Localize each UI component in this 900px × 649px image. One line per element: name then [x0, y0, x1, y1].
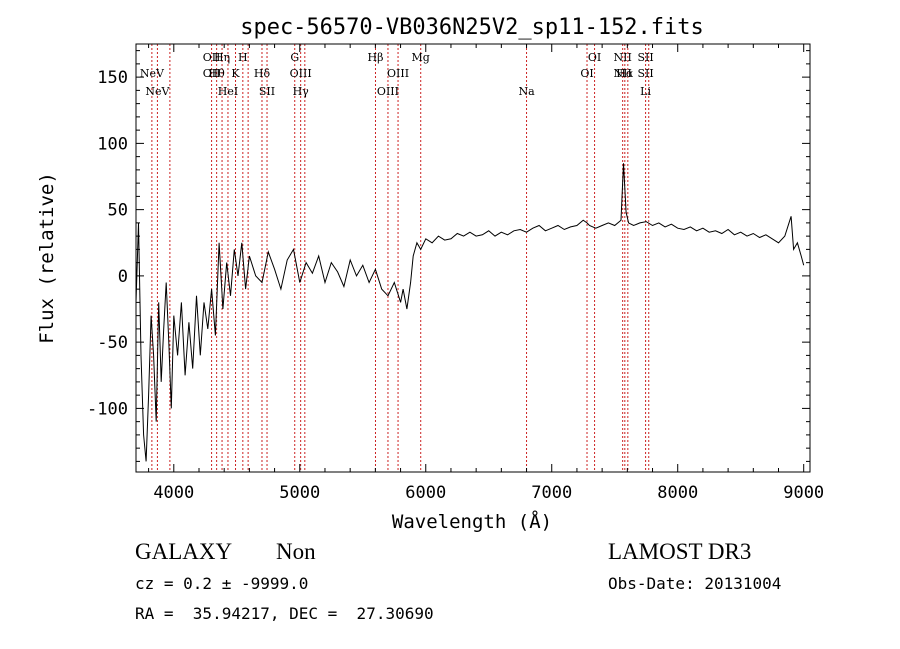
x-tick-label-1: 5000: [279, 483, 320, 503]
line-label-6-0: HeI: [218, 85, 238, 98]
chart-title: spec-56570-VB036N25V2_sp11-152.fits: [240, 15, 704, 40]
survey-name: LAMOST DR3: [608, 539, 752, 564]
x-tick-label-2: 6000: [405, 483, 446, 503]
y-tick-label-4: 100: [97, 134, 128, 154]
line-label-10-0: Hδ: [254, 67, 271, 80]
x-tick-label-3: 7000: [531, 483, 572, 503]
line-label-15-0: Hβ: [368, 51, 384, 64]
line-label-25-1: SII: [637, 67, 653, 80]
y-tick-label-2: 0: [118, 267, 128, 287]
plot-frame: [135, 43, 811, 473]
line-label-13-1: Hγ: [293, 85, 310, 98]
observation-date: Obs-Date: 20131004: [608, 574, 782, 593]
line-label-16-0: OIII: [377, 85, 399, 98]
line-label-17-0: OIII: [387, 67, 409, 80]
line-label-5-0: Hη: [214, 51, 230, 64]
line-label-19-0: Na: [518, 85, 535, 98]
coordinates: RA = 35.94217, DEC = 27.30690: [135, 604, 434, 623]
redshift-value: cz = 0.2 ± -9999.0: [135, 574, 309, 593]
object-subclass: Non: [276, 539, 316, 564]
line-label-12-0: G: [290, 51, 299, 64]
line-label-8-0: H: [238, 51, 248, 64]
x-tick-label-5: 9000: [783, 483, 824, 503]
line-label-3-0: OII: [203, 51, 221, 64]
line-label-4-0: Hθ: [209, 67, 226, 80]
y-axis-ticks: -100 -50 0 50 100 150: [87, 50, 810, 462]
y-tick-label-0: -100: [87, 399, 128, 419]
x-axis-ticks: 4000 5000 6000 7000 8000 9000: [148, 44, 824, 503]
line-label-3-1: OII: [203, 67, 221, 80]
spectrum-chart: spec-56570-VB036N25V2_sp11-152.fits NeV N…: [36, 15, 824, 533]
x-tick-label-4: 8000: [657, 483, 698, 503]
y-tick-label-3: 50: [108, 201, 128, 221]
line-label-18-0: Mg: [412, 51, 430, 64]
flux-series-line: [135, 163, 805, 462]
line-label-1-0: NeV: [145, 85, 170, 98]
line-label-21-0: OI: [588, 51, 601, 64]
line-label-23-0: Hα: [616, 67, 634, 80]
x-tick-label-0: 4000: [153, 483, 194, 503]
line-label-11-0: SII: [259, 85, 275, 98]
y-axis-label: Flux (relative): [36, 172, 58, 344]
emission-line-markers: [151, 44, 650, 472]
y-tick-label-1: -50: [97, 333, 128, 353]
line-label-20-0: OI: [580, 67, 593, 80]
line-label-22-0: NII: [614, 51, 632, 64]
emission-line-labels: NeVNeVOIIOIIHθHηHeIKHHδSIIGOIIIHγHβOIIIO…: [140, 51, 654, 98]
line-label-0-0: NeV: [140, 67, 165, 80]
y-tick-label-5: 150: [97, 68, 128, 88]
line-label-22-1: NII: [614, 67, 632, 80]
x-axis-label: Wavelength (Å): [392, 510, 552, 533]
line-label-25-2: Li: [640, 85, 651, 98]
line-label-13-0: OIII: [290, 67, 312, 80]
object-class: GALAXY: [135, 539, 233, 564]
line-label-7-0: K: [231, 67, 240, 80]
line-label-25-0: SII: [637, 51, 653, 64]
